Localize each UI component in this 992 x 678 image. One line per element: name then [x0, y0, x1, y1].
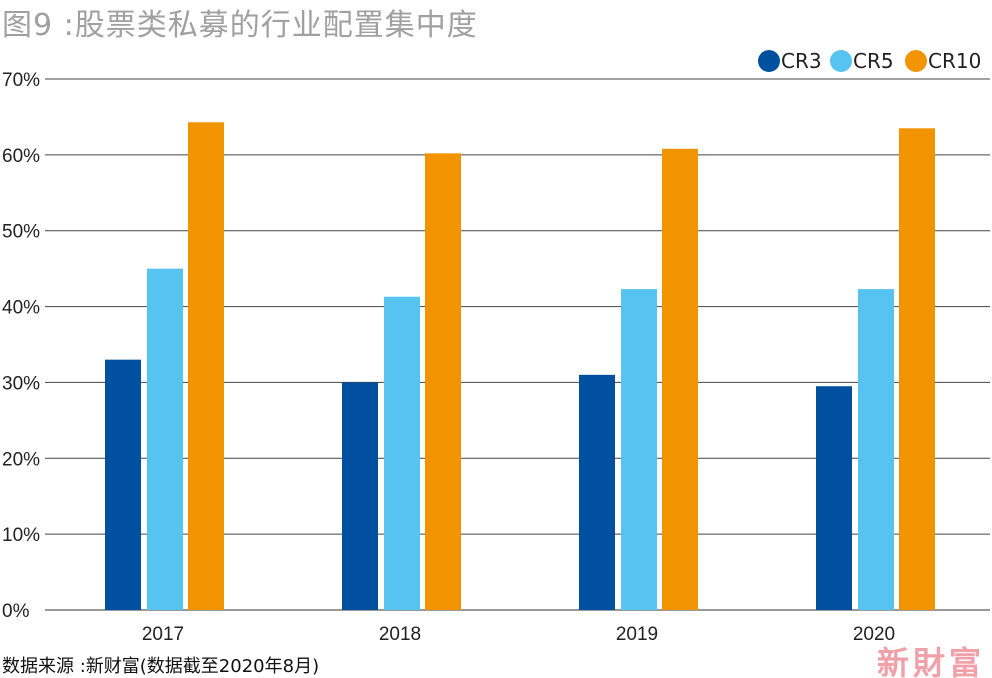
y-tick-label: 60% — [2, 146, 40, 167]
x-tick-label: 2020 — [853, 624, 895, 645]
y-tick-label: 70% — [2, 70, 40, 91]
y-tick-label: 20% — [2, 449, 40, 470]
bar-cr10-2020 — [899, 128, 935, 611]
bar-cr10-2018 — [425, 153, 461, 610]
legend-swatch-cr3 — [758, 50, 780, 72]
bar-cr10-2017 — [188, 122, 224, 610]
y-tick-label: 10% — [2, 525, 40, 546]
bar-cr3-2020 — [816, 386, 852, 610]
chart-title: 图9 :股票类私募的行业配置集中度 — [2, 8, 478, 43]
x-tick-label: 2018 — [379, 624, 421, 645]
legend-swatch-cr5 — [830, 50, 852, 72]
y-tick-label: 0% — [2, 601, 30, 622]
bar-cr10-2019 — [662, 148, 698, 610]
y-tick-label: 50% — [2, 222, 40, 243]
legend-label: CR10 — [928, 49, 981, 73]
y-tick-label: 30% — [2, 373, 40, 394]
x-tick-label: 2017 — [142, 624, 184, 645]
bar-cr5-2020 — [858, 289, 894, 610]
source-note: 数据来源 :新财富(数据截至2020年8月) — [2, 656, 320, 677]
bar-cr5-2017 — [147, 268, 183, 610]
bar-cr3-2017 — [105, 359, 141, 610]
x-tick-label: 2019 — [616, 624, 658, 645]
bar-cr5-2019 — [621, 289, 657, 610]
bar-cr3-2019 — [579, 374, 615, 610]
watermark-logo: 新財富 — [877, 644, 985, 678]
legend-label: CR5 — [853, 49, 894, 73]
bar-cr5-2018 — [384, 296, 420, 610]
y-tick-label: 40% — [2, 298, 40, 319]
legend-label: CR3 — [781, 49, 822, 73]
bar-cr3-2018 — [342, 382, 378, 610]
legend-swatch-cr10 — [905, 50, 927, 72]
